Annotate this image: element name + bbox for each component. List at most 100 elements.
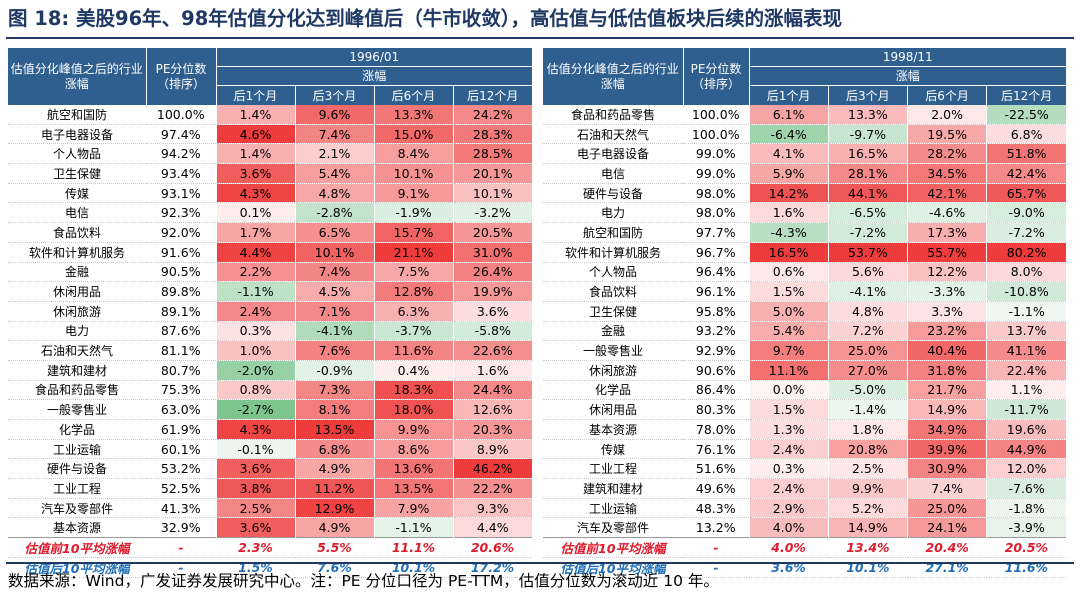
return-cell: 3.6% — [215, 517, 295, 538]
industry-name: 金融 — [64, 265, 89, 280]
return-cell: 18.0% — [373, 399, 453, 420]
return-cell: 21.7% — [906, 380, 987, 400]
industry-name: 软件和计算机服务 — [564, 245, 661, 260]
return-cell: 11.6% — [373, 340, 453, 361]
table-row: 航空和国防 100.0% 1.4% 9.6% 13.3% 24.2% — [8, 105, 532, 125]
period-header-1m: 后1个月 — [215, 85, 295, 105]
return-cell: 1.6% — [452, 360, 532, 381]
return-cell: 5.6% — [827, 262, 908, 282]
period-header-6m: 后6个月 — [373, 85, 453, 105]
industry-header: 估值分化峰值之后的行业涨幅 — [8, 48, 147, 105]
return-cell: 4.1% — [748, 143, 829, 164]
pe-percentile: 100.0% — [691, 126, 740, 142]
return-cell: 4.8% — [294, 183, 374, 203]
return-cell: 14.9% — [827, 517, 908, 538]
table-row: 工业工程 51.6% 0.3% 2.5% 30.9% 12.0% — [543, 458, 1066, 479]
table-row: 软件和计算机服务 91.6% 4.4% 10.1% 21.1% 31.0% — [8, 242, 532, 262]
table-row: 金融 93.2% 5.4% 7.2% 23.2% 13.7% — [543, 321, 1066, 341]
period-header-3m: 后3个月 — [827, 85, 908, 105]
pe-percentile: 92.3% — [160, 205, 201, 221]
table-row: 电子电器设备 99.0% 4.1% 16.5% 28.2% 51.8% — [543, 143, 1066, 164]
return-cell: 24.1% — [906, 517, 987, 538]
return-cell: 25.0% — [827, 340, 908, 361]
pe-percentile: 99.0% — [695, 165, 736, 181]
industry-name: 航空和国防 — [46, 107, 107, 122]
return-cell: 8.6% — [373, 439, 453, 459]
return-cell: 19.9% — [452, 281, 532, 302]
return-cell: 6.1% — [748, 105, 829, 125]
return-cell: 34.5% — [906, 163, 987, 184]
return-cell: -22.5% — [986, 105, 1066, 125]
industry-name: 石油和天然气 — [576, 127, 649, 142]
return-cell: 15.0% — [373, 124, 453, 144]
avg-label: 估值前10平均涨幅 — [24, 541, 130, 557]
return-cell: 39.9% — [906, 439, 987, 459]
return-cell: 4.4% — [452, 517, 532, 538]
return-cell: 2.4% — [748, 439, 829, 459]
return-cell: 28.3% — [452, 124, 532, 144]
industry-name: 工业工程 — [588, 462, 637, 477]
return-cell: 14.9% — [906, 399, 987, 420]
return-cell: -9.7% — [827, 124, 908, 144]
return-cell: 11.2% — [294, 478, 374, 499]
industry-header: 估值分化峰值之后的行业涨幅 — [543, 48, 684, 105]
avg-return-cell: 13.4% — [846, 540, 890, 556]
avg-pe: - — [713, 540, 719, 556]
return-cell: 2.4% — [748, 478, 829, 499]
return-cell: -0.1% — [215, 439, 295, 459]
return-cell: 9.1% — [373, 183, 453, 203]
table-row: 工业工程 52.5% 3.8% 11.2% 13.5% 22.2% — [8, 478, 532, 499]
industry-name: 电子电器设备 — [40, 127, 113, 142]
return-cell: 14.2% — [748, 183, 829, 203]
return-cell: -6.5% — [827, 202, 908, 223]
return-cell: 12.0% — [986, 458, 1066, 479]
table-row: 汽车及零部件 13.2% 4.0% 14.9% 24.1% -3.9% — [543, 517, 1066, 538]
industry-name: 一般零售业 — [582, 344, 643, 359]
avg-pe: - — [713, 560, 719, 576]
return-cell: -2.8% — [294, 202, 374, 223]
return-cell: 27.0% — [827, 360, 908, 381]
industry-name: 个人物品 — [52, 147, 101, 162]
pe-percentile: 61.9% — [160, 421, 201, 437]
table-row: 休闲旅游 89.1% 2.4% 7.1% 6.3% 3.6% — [8, 301, 532, 322]
industry-name: 金融 — [600, 324, 625, 339]
return-cell: 34.9% — [906, 419, 987, 440]
industry-name: 工业运输 — [52, 442, 101, 457]
return-cell: 7.6% — [294, 340, 374, 361]
industry-name: 电子电器设备 — [576, 147, 649, 162]
industry-name: 硬件与设备 — [46, 462, 107, 477]
table-row: 电信 92.3% 0.1% -2.8% -1.9% -3.2% — [8, 202, 532, 223]
return-cell: 4.6% — [215, 124, 295, 144]
industry-name: 食品和药品零售 — [570, 107, 655, 122]
return-cell: 42.1% — [906, 183, 987, 203]
return-cell: 0.4% — [373, 360, 453, 381]
return-cell: 6.3% — [373, 301, 453, 322]
industry-name: 休闲用品 — [588, 403, 637, 418]
return-cell: 44.9% — [986, 439, 1066, 459]
avg-label: 估值后10平均涨幅 — [24, 561, 130, 577]
pe-percentile: 96.1% — [695, 284, 736, 300]
pe-percentile: 98.0% — [695, 205, 736, 221]
avg-row-top10: 估值前10平均涨幅 - 2.3% 5.5% 11.1% 20.6% — [8, 537, 532, 558]
return-cell: 1.8% — [827, 419, 908, 440]
return-cell: 28.5% — [452, 143, 532, 164]
return-cell: 80.2% — [986, 242, 1066, 262]
industry-name: 一般零售业 — [46, 403, 107, 418]
return-cell: 9.6% — [294, 105, 374, 125]
return-cell: -3.2% — [452, 202, 532, 223]
return-cell: 0.1% — [215, 202, 295, 223]
table-row: 个人物品 94.2% 1.4% 2.1% 8.4% 28.5% — [8, 143, 532, 164]
return-cell: -1.4% — [827, 399, 908, 420]
table-row: 休闲旅游 90.6% 11.1% 27.0% 31.8% 22.4% — [543, 360, 1066, 381]
return-cell: 13.3% — [373, 105, 453, 125]
return-cell: 9.9% — [827, 478, 908, 499]
return-cell: 0.0% — [748, 380, 829, 400]
return-cell: 65.7% — [986, 183, 1066, 203]
return-cell: 1.0% — [215, 340, 295, 361]
return-cell: -5.8% — [452, 321, 532, 341]
return-cell: 23.2% — [906, 321, 987, 341]
table-row: 卫生保健 93.4% 3.6% 5.4% 10.1% 20.1% — [8, 163, 532, 184]
industry-name: 休闲旅游 — [52, 304, 101, 319]
pe-percentile: 92.0% — [160, 224, 201, 240]
table-row: 化学品 61.9% 4.3% 13.5% 9.9% 20.3% — [8, 419, 532, 440]
